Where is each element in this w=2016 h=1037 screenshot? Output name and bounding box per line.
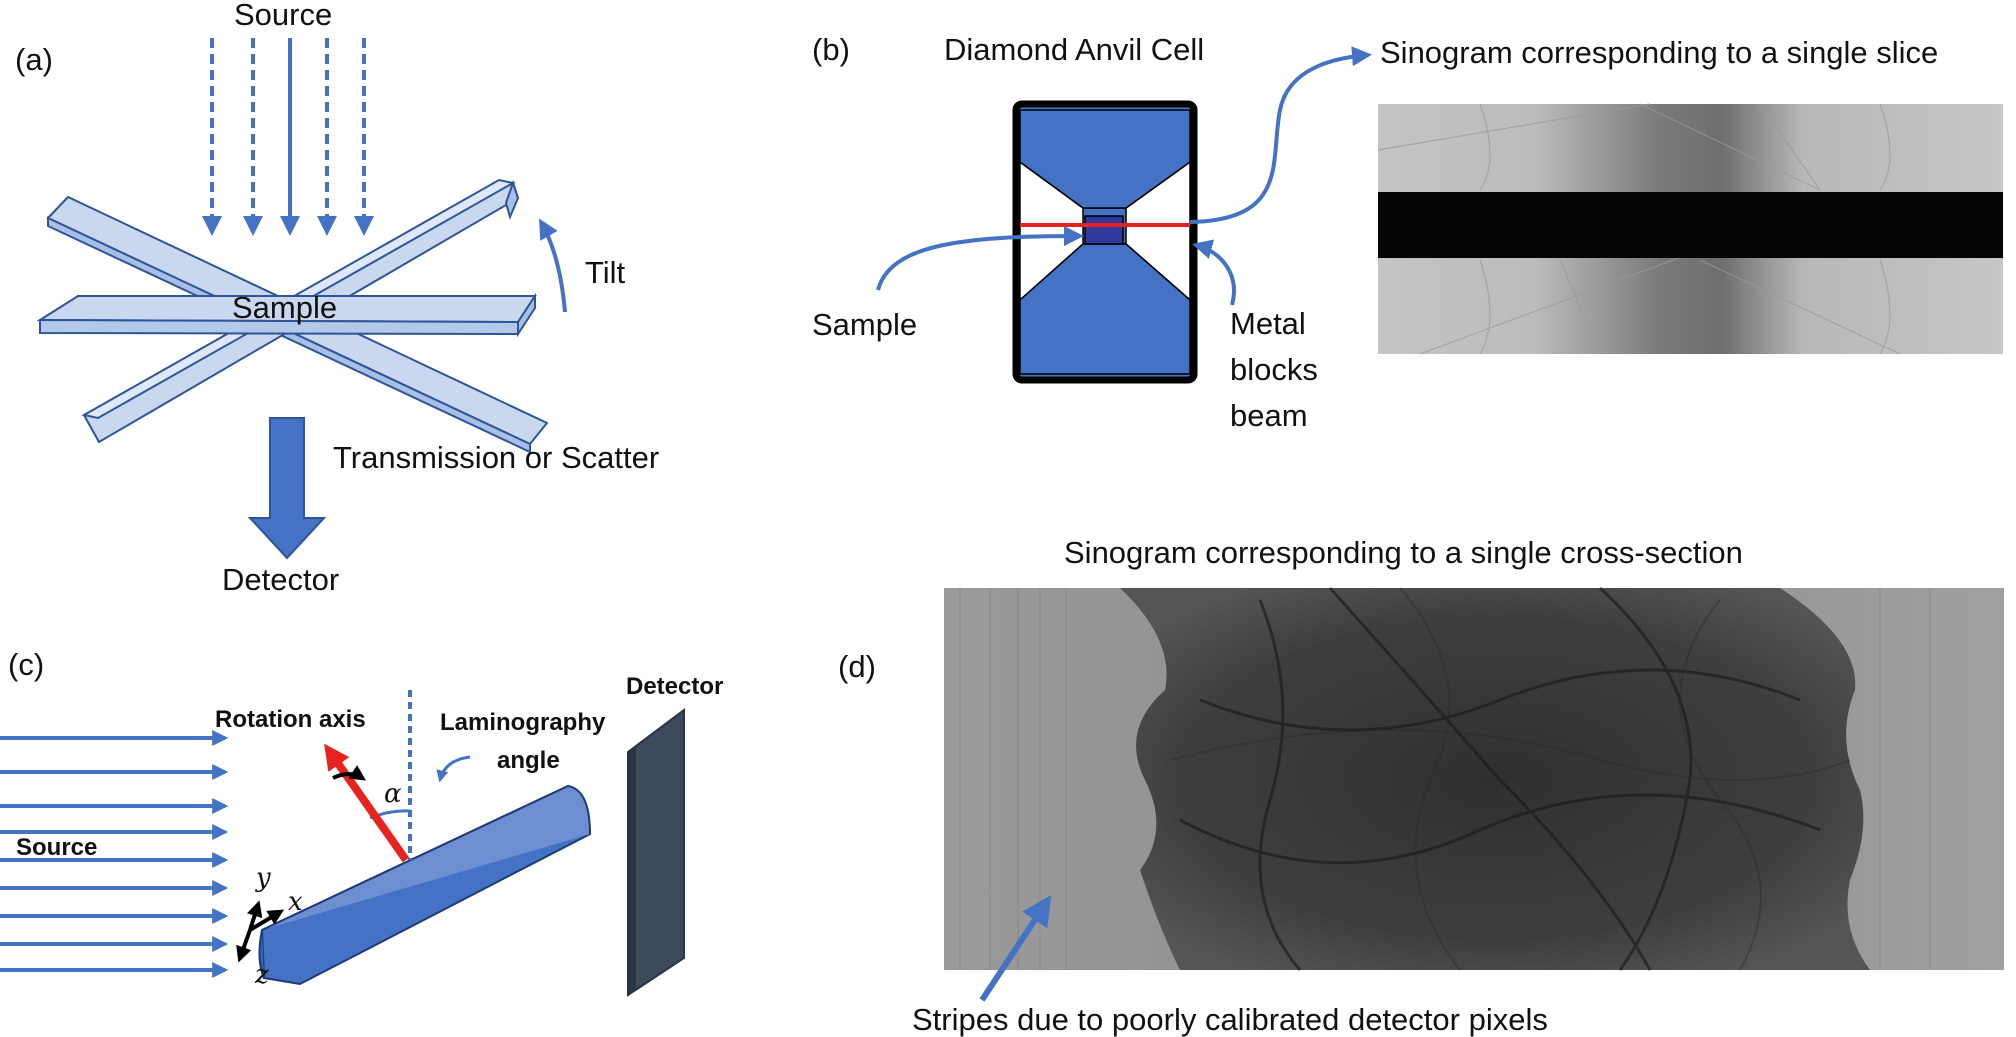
sample-pointer-arrow [876,226,1084,291]
source-rays-c [0,730,229,978]
sinogram-b-image [1377,103,2003,355]
lamino-pointer [436,755,471,783]
tilt-arrow [539,218,567,313]
panel-a: (a) Source Sample Tilt [15,0,659,597]
metal-label-1: Metal [1230,306,1306,341]
sinogram-b-blocked-band [1378,192,2003,258]
laminography-disk [258,784,592,986]
slice-to-sinogram-arrow [1189,46,1372,224]
transmission-arrow [247,417,327,560]
source-label-c: Source [16,834,97,861]
source-label-a: Source [234,0,332,32]
detector-label-a: Detector [222,562,339,597]
panel-c-tag: (c) [8,647,44,682]
detector-label-c: Detector [626,673,723,700]
sinogram-d-object [1120,588,1870,970]
rotation-axis-label: Rotation axis [215,706,366,733]
dac-label: Diamond Anvil Cell [944,32,1204,67]
axis-x-label: x [288,887,303,917]
panel-b-tag: (b) [812,32,850,67]
sample-label-a: Sample [232,290,337,325]
stripes-label: Stripes due to poorly calibrated detecto… [912,1002,1548,1037]
sample-label-b: Sample [812,307,917,342]
alpha-symbol: α [384,779,402,809]
source-rays-a [202,38,374,236]
lamino-label-1: Laminography [440,709,606,736]
rotation-axis-arrow [324,743,410,863]
sample-slab [36,292,537,338]
metal-label-3: beam [1230,398,1308,433]
stripes-pointer-arrow [979,894,1052,1002]
sinogram-d-image [944,586,2004,971]
axis-y-label: y [255,863,271,893]
dac-top-anvil [1019,109,1191,209]
diamond-anvil-cell [1012,100,1198,384]
panel-d: (d) Sinogram corresponding to a single c… [838,535,2004,1037]
panel-b: (b) Diamond Anvil Cell Sinogram correspo… [812,32,2003,433]
metal-pointer-arrow [1192,239,1236,306]
axis-z-label: z [254,960,269,990]
transmission-label: Transmission or Scatter [333,440,659,475]
lamino-label-2: angle [497,747,560,774]
coordinate-axes [236,900,285,963]
rotation-curl [332,765,366,781]
sinogram-d-label: Sinogram corresponding to a single cross… [1064,535,1743,570]
panel-a-tag: (a) [15,42,53,77]
panel-c: (c) Rotation axis Laminography angle Det… [0,647,723,997]
detector-plate-c [627,708,685,997]
metal-label-2: blocks [1230,352,1318,387]
dac-sample [1084,215,1124,245]
panel-d-tag: (d) [838,649,876,684]
sinogram-b-label: Sinogram corresponding to a single slice [1380,35,1938,70]
tilt-label: Tilt [585,255,626,290]
